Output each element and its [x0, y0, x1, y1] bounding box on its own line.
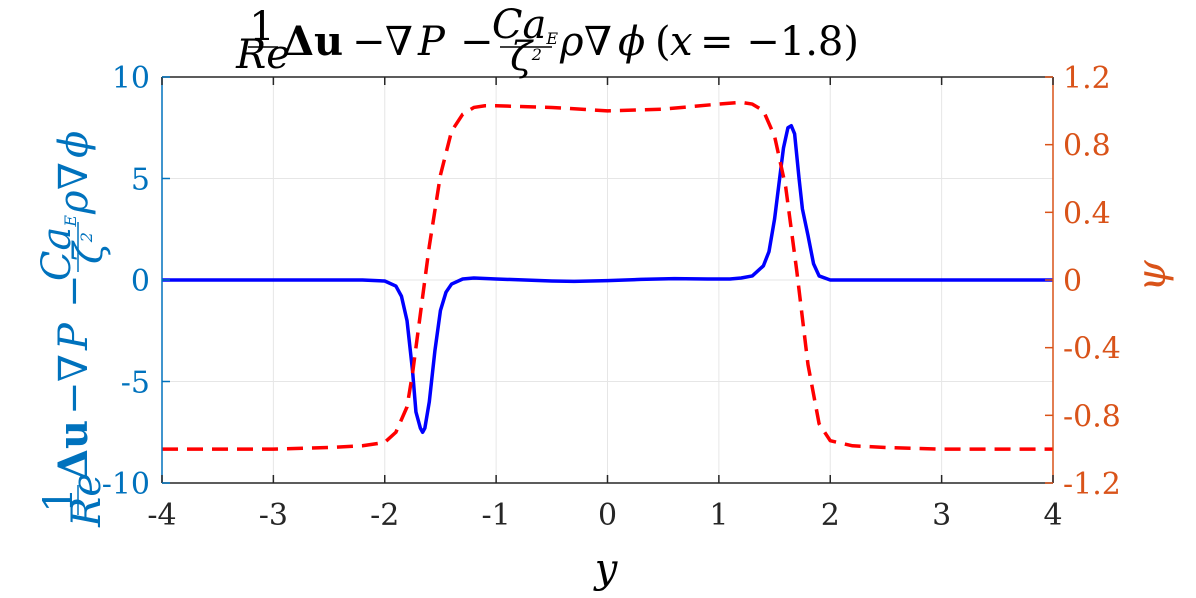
y-left-tick-label: 5 [131, 163, 150, 198]
svg-text:P: P [51, 322, 97, 351]
svg-text:ϕ: ϕ [51, 131, 97, 158]
svg-text:(: ( [655, 19, 671, 65]
x-tick-label: -3 [259, 498, 288, 533]
x-tick-label: 2 [821, 498, 840, 533]
svg-text:1: 1 [36, 487, 82, 512]
y-right-label: ψ [1129, 260, 1175, 292]
svg-text:∇: ∇ [385, 19, 413, 65]
svg-text:Δu: Δu [50, 420, 97, 480]
svg-text:= −1.8): = −1.8) [700, 19, 859, 65]
x-tick-label: 4 [1043, 498, 1062, 533]
svg-text:−: − [352, 19, 386, 65]
y-right-tick-label: -0.4 [1063, 332, 1121, 367]
svg-text:−: − [51, 381, 97, 415]
y-left-tick-label: 10 [112, 61, 150, 96]
series-layer [162, 100, 1053, 451]
svg-text:Re: Re [235, 32, 290, 78]
y-left-tick-label: -10 [102, 467, 150, 502]
svg-text:ρ: ρ [559, 19, 584, 65]
svg-text:P: P [417, 19, 446, 65]
svg-text:1: 1 [249, 4, 274, 50]
x-tick-label: -1 [482, 498, 511, 533]
y-left-label: 1 Re Δu − ∇ P − CaE ζ2 ρ ∇ ϕ [34, 131, 112, 528]
svg-text:ϕ: ϕ [618, 19, 645, 65]
y-right-tick-label: 0.8 [1063, 129, 1111, 164]
svg-text:∇: ∇ [584, 19, 612, 65]
series-line-right [162, 100, 1053, 451]
x-tick-label: 3 [932, 498, 951, 533]
svg-text:−: − [51, 274, 97, 308]
svg-text:x: x [670, 19, 693, 65]
y-right-tick-label: -1.2 [1063, 467, 1121, 502]
svg-text:∇: ∇ [51, 354, 97, 382]
y-left-tick-label: 0 [131, 264, 150, 299]
x-tick-label: -2 [370, 498, 399, 533]
svg-text:∇: ∇ [51, 162, 97, 190]
series-line-left [162, 123, 1053, 434]
y-right-tick-label: 0.4 [1063, 196, 1111, 231]
x-tick-label: -4 [147, 498, 176, 533]
y-right-tick-label: -0.8 [1063, 399, 1121, 434]
y-left-tick-label: -5 [121, 366, 150, 401]
y-right-tick-label: 0 [1063, 264, 1082, 299]
axes: -4 -3 -2 -1 0 1 2 3 41050-5-101.20.80.40-0.4-0.8… [102, 61, 1121, 533]
svg-text:ρ: ρ [51, 190, 97, 215]
svg-text:−: − [460, 19, 494, 65]
y-right-tick-label: 1.2 [1063, 61, 1111, 96]
x-axis-label: y [593, 546, 619, 592]
svg-text:Re: Re [64, 473, 110, 528]
svg-text:Δu: Δu [283, 18, 343, 65]
chart-title: 1 Re Δu − ∇ P − CaE ζ2 ρ ∇ ϕ ( x = −1.8) [235, 2, 859, 80]
x-tick-label: 1 [709, 498, 728, 533]
x-tick-label: 0 [598, 498, 617, 533]
